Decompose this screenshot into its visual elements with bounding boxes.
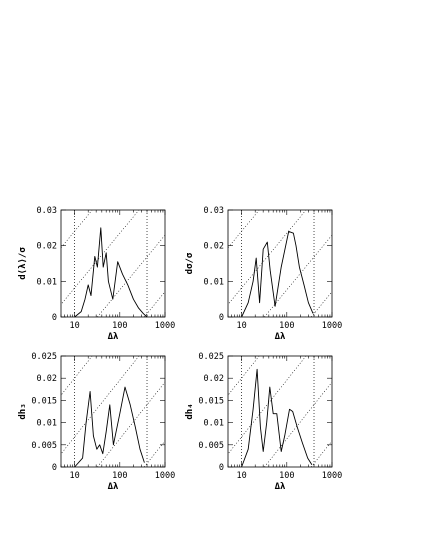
- y-tick-label: 0: [52, 313, 57, 323]
- y-tick-label: 0.01: [37, 419, 57, 429]
- panel-4: 10 100 1000 0 0.005 0.01 0.015 0.02 0.025 Δλ dh₄: [185, 352, 342, 492]
- series-line: [241, 230, 314, 318]
- y-axis-label: d⟨λ⟩/σ: [18, 247, 28, 280]
- x-tick-label: 1000: [322, 321, 342, 331]
- x-axis-label: Δλ: [275, 332, 286, 342]
- plot-frame: [60, 355, 166, 468]
- y-tick-label: 0.01: [204, 277, 224, 287]
- y-tick-label: 0.005: [198, 441, 224, 451]
- y-tick-label: 0: [219, 313, 224, 323]
- y-tick-label: 0.005: [31, 441, 57, 451]
- guide-line: [264, 381, 332, 467]
- y-tick-label: 0.025: [198, 352, 224, 362]
- guide-line: [61, 356, 140, 455]
- y-axis-label: dh₄: [185, 403, 195, 419]
- guide-lines: [61, 210, 165, 317]
- panel-3: 10 100 1000 0 0.005 0.01 0.015 0.02 0.025 Δλ dh₃: [18, 352, 175, 492]
- guide-lines: [228, 210, 332, 317]
- x-tick-label: 1000: [322, 471, 342, 481]
- panel-2: 10 100 1000 0 0.01 0.02 0.03 Δλ dσ/σ: [185, 206, 342, 342]
- y-tick-label: 0.03: [204, 206, 224, 216]
- y-tick-label: 0.01: [37, 277, 57, 287]
- y-tick-label: 0.015: [31, 396, 57, 406]
- y-tick-label: 0.02: [37, 242, 57, 252]
- x-tick-label: 100: [279, 471, 294, 481]
- y-tick-label: 0: [52, 463, 57, 473]
- y-tick-label: 0.015: [198, 396, 224, 406]
- x-tick-label: 100: [112, 321, 127, 331]
- x-tick-label: 1000: [155, 471, 175, 481]
- x-tick-label: 10: [236, 471, 246, 481]
- x-axis-label: Δλ: [275, 482, 286, 492]
- x-tick-label: 10: [236, 321, 246, 331]
- x-axis-label: Δλ: [108, 482, 119, 492]
- x-tick-label: 100: [112, 471, 127, 481]
- y-tick-label: 0.03: [37, 206, 57, 216]
- plot-frame: [227, 209, 333, 318]
- plot-frame: [227, 355, 333, 468]
- y-tick-label: 0.02: [204, 374, 224, 384]
- y-tick-label: 0.025: [31, 352, 57, 362]
- y-axis-label: dσ/σ: [185, 252, 195, 274]
- series-line: [74, 386, 145, 468]
- plot-frame: [60, 209, 166, 318]
- guide-line: [310, 291, 332, 317]
- y-tick-label: 0.01: [204, 419, 224, 429]
- x-tick-label: 10: [69, 471, 79, 481]
- y-tick-label: 0: [219, 463, 224, 473]
- guide-line: [61, 210, 140, 305]
- series-line: [241, 368, 313, 468]
- series-line: [74, 227, 148, 318]
- x-tick-label: 100: [279, 321, 294, 331]
- guide-line: [97, 234, 165, 317]
- y-tick-label: 0.02: [204, 242, 224, 252]
- x-tick-label: 1000: [155, 321, 175, 331]
- guide-line: [310, 440, 332, 467]
- x-tick-label: 10: [69, 321, 79, 331]
- x-axis-label: Δλ: [108, 332, 119, 342]
- guide-line: [264, 234, 332, 317]
- y-tick-label: 0.02: [37, 374, 57, 384]
- panel-1: 10 100 1000 0 0.01 0.02 0.03 Δλ d⟨λ⟩/σ: [18, 206, 175, 342]
- y-axis-label: dh₃: [18, 403, 28, 419]
